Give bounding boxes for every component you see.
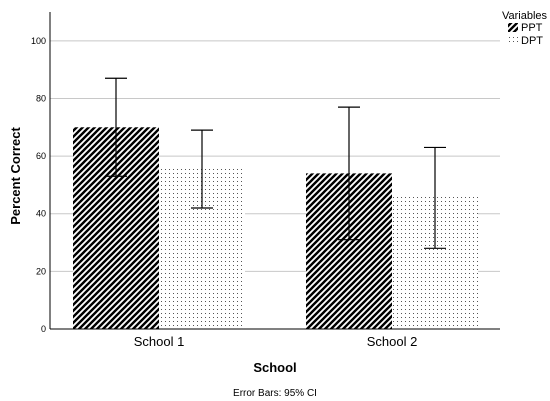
legend-label-ppt: PPT — [521, 22, 543, 34]
error-bar-dpt-1 — [191, 129, 213, 209]
y-tick-label: 60 — [36, 151, 46, 161]
error-bar-dpt-2 — [424, 146, 446, 249]
axes: 0 20 40 60 80 100 School 1 School 2 — [31, 12, 500, 349]
legend-label-dpt: DPT — [521, 35, 543, 47]
x-tick-label: School 2 — [367, 334, 418, 349]
legend-title: Variables — [502, 10, 548, 22]
error-bar-ppt-2 — [338, 106, 360, 241]
error-bars-footnote: Error Bars: 95% CI — [233, 388, 317, 399]
error-bar-ppt-1 — [105, 77, 127, 177]
x-tick-label: School 1 — [134, 334, 185, 349]
y-tick-label: 20 — [36, 266, 46, 276]
y-axis-title: Percent Correct — [8, 127, 23, 225]
y-tick-label: 80 — [36, 93, 46, 103]
y-tick-label: 40 — [36, 209, 46, 219]
legend-swatch-dpt — [508, 36, 518, 45]
y-tick-label: 100 — [31, 36, 46, 46]
bars — [73, 127, 478, 329]
y-tick-label: 0 — [41, 324, 46, 334]
x-axis-title: School — [253, 360, 296, 375]
error-bars — [105, 77, 446, 249]
legend-swatch-ppt — [508, 23, 518, 32]
